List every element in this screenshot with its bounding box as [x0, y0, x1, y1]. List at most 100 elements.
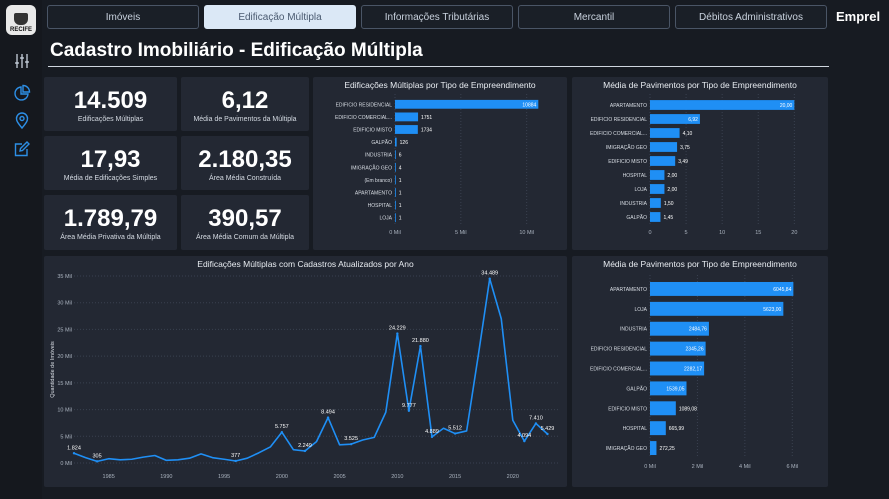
x-tick-label: 5 Mil — [455, 230, 467, 236]
category-label: EDIFICIO COMERCIAL... — [590, 131, 647, 137]
kpi-value: 2.180,35 — [198, 146, 292, 173]
x-tick-label: 1985 — [103, 474, 115, 480]
data-label: 3.525 — [344, 436, 358, 442]
map-pin-icon[interactable] — [13, 112, 31, 130]
data-label: 4,10 — [683, 131, 693, 137]
tab-imoveis[interactable]: Imóveis — [47, 5, 199, 29]
data-label: 1539,05 — [666, 386, 684, 392]
chart-cadastros-por-ano: 0 Mil 5 Mil 10 Mil 15 Mil 20 Mil 25 Mil 30 Mil… — [50, 271, 559, 480]
data-label: 1 — [399, 178, 402, 184]
data-point — [523, 439, 526, 443]
category-label: APARTAMENTO — [355, 191, 392, 197]
data-point — [534, 422, 538, 425]
data-label: 8.494 — [321, 410, 335, 416]
data-label: 3,75 — [680, 145, 690, 151]
x-tick-label: 1995 — [218, 474, 230, 480]
data-label: 7.410 — [529, 415, 543, 421]
bar — [395, 162, 396, 172]
category-label: HOSPITAL — [623, 173, 648, 179]
category-label: GALPÃO — [626, 214, 647, 221]
data-label: 20,00 — [780, 103, 793, 109]
category-label: LOJA — [634, 187, 647, 193]
data-label: 4 — [399, 165, 402, 171]
chart-title: Edificações Múltiplas por Tipo de Empree… — [344, 80, 536, 90]
category-label: LOJA — [634, 307, 647, 313]
tab-informacoes-tributarias[interactable]: Informações Tributárias — [361, 5, 513, 29]
category-label: APARTAMENTO — [610, 103, 647, 109]
bar — [650, 301, 784, 316]
kpi-card-media-edificacoes-simples: 17,93 Média de Edificações Simples — [44, 136, 177, 190]
category-label: LOJA — [379, 216, 392, 222]
category-label: IMIGRAÇÃO GEO — [606, 445, 647, 452]
title-divider — [48, 66, 829, 67]
bar — [650, 170, 665, 180]
category-label: EDIFICIO RESIDENCIAL — [336, 102, 393, 108]
data-point — [396, 332, 399, 335]
bar — [650, 441, 657, 456]
bar — [395, 112, 419, 122]
bar — [650, 114, 700, 124]
category-label: EDIFICIO MISTO — [353, 128, 392, 134]
data-label: 2.249 — [298, 443, 312, 449]
data-point — [280, 431, 284, 434]
data-label: 4.889 — [425, 429, 439, 435]
kpi-label: Área Média Comum da Múltipla — [195, 234, 295, 241]
chart-card-media-pavimentos-2: Média de Pavimentos por Tipo de Empreend… — [572, 256, 828, 487]
bar — [395, 188, 396, 197]
series-line — [73, 277, 548, 463]
data-point — [326, 416, 330, 419]
x-tick-label: 10 — [719, 230, 725, 236]
data-label: 5623,00 — [763, 307, 781, 313]
city-emblem-icon — [14, 13, 28, 25]
kpi-value: 17,93 — [80, 146, 141, 173]
data-label: 5.757 — [275, 424, 289, 430]
tab-mercantil[interactable]: Mercantil — [518, 5, 670, 29]
x-tick-label: 0 — [648, 230, 651, 236]
data-label: 305 — [93, 453, 102, 459]
kpi-label: Média de Edificações Simples — [63, 175, 158, 182]
pie-chart-icon[interactable] — [13, 84, 31, 102]
category-label: (Em branco) — [364, 178, 392, 184]
sliders-icon[interactable] — [13, 52, 31, 70]
y-tick-label: 10 Mil — [57, 408, 72, 414]
brand-label: Emprel — [836, 9, 881, 24]
category-label: INDUSTRIA — [620, 327, 648, 333]
category-label: EDIFICIO MISTO — [608, 406, 647, 412]
bar — [650, 381, 687, 396]
x-tick-label: 2 Mil — [692, 464, 704, 470]
bar — [395, 137, 397, 147]
category-label: IMIGRAÇÃO GEO — [606, 144, 647, 151]
data-label: 1 — [399, 191, 402, 197]
tab-debitos-administrativos[interactable]: Débitos Administrativos — [675, 5, 827, 29]
data-label: 1751 — [421, 115, 432, 121]
data-label: 1089,08 — [679, 406, 697, 412]
sidebar: RECIFE — [0, 0, 42, 499]
bar — [395, 99, 539, 109]
x-tick-label: 0 Mil — [389, 230, 401, 236]
chart-card-media-pavimentos: Média de Pavimentos por Tipo de Empreend… — [572, 77, 828, 250]
data-label: 24.229 — [389, 326, 406, 332]
data-label: 2484,76 — [689, 327, 707, 333]
kpi-card-edificacoes-multiplas: 14.509 Edificações Múltiplas — [44, 77, 177, 131]
data-label: 2,00 — [667, 173, 677, 179]
x-tick-label: 20 — [791, 230, 797, 236]
kpi-value: 1.789,79 — [63, 205, 158, 232]
data-label: 377 — [231, 453, 240, 459]
chart-media-pavimentos: 0 5 10 15 20 APARTAMENTO 20,00 EDIFICIO RESIDEN… — [590, 94, 797, 236]
chart-edificacoes-por-tipo: 0 Mil 5 Mil 10 Mil EDIFICIO RESIDENCIAL 1088… — [335, 94, 539, 236]
kpi-card-area-media-privativa: 1.789,79 Área Média Privativa da Múltipl… — [44, 195, 177, 250]
data-point — [430, 435, 434, 439]
category-label: EDIFICIO MISTO — [608, 159, 647, 165]
y-tick-label: 20 Mil — [57, 354, 72, 360]
data-label: 6045,84 — [773, 287, 791, 293]
data-label: 272,25 — [659, 446, 675, 452]
tab-edificacao-multipla[interactable]: Edificação Múltipla — [204, 5, 356, 29]
bar — [650, 184, 665, 194]
logo-text: RECIFE — [9, 27, 32, 33]
bar — [650, 128, 680, 138]
data-point — [95, 460, 99, 463]
y-tick-label: 30 Mil — [57, 301, 72, 307]
category-label: GALPÃO — [626, 385, 647, 392]
data-point — [303, 449, 307, 453]
edit-icon[interactable] — [13, 140, 31, 158]
